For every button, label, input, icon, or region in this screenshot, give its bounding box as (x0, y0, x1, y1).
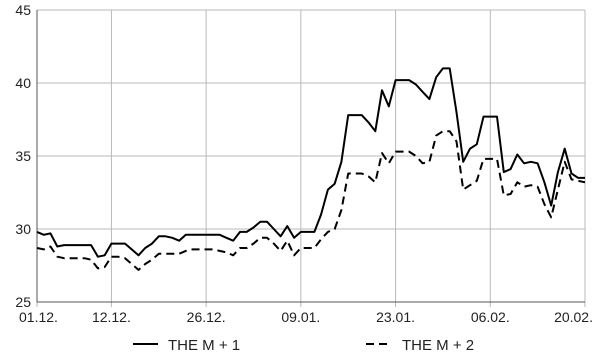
legend: THE M + 1 THE M + 2 (133, 337, 474, 354)
legend-label: THE M + 2 (402, 337, 474, 354)
y-tick-label: 45 (15, 2, 31, 18)
legend-item-series-1: THE M + 1 (133, 337, 240, 354)
x-tick-label: 20.02. (554, 309, 593, 325)
plot-frame (36, 10, 585, 303)
y-axis-tick-labels: 25 30 35 40 45 (15, 2, 31, 310)
y-tick-label: 35 (15, 148, 31, 164)
legend-label: THE M + 1 (168, 337, 240, 354)
x-tick-label: 01.12. (19, 309, 58, 325)
x-axis-tick-labels: 01.12. 12.12. 26.12. 09.01. 23.01. 06.02. 20.0… (19, 309, 593, 325)
y-tick-label: 40 (15, 75, 31, 91)
series-lines (36, 67, 586, 271)
y-tick-label: 25 (15, 294, 31, 310)
y-tick-label: 30 (15, 221, 31, 237)
x-tick-label: 09.01. (281, 309, 320, 325)
x-tick-label: 06.02. (471, 309, 510, 325)
x-tick-label: 12.12. (92, 309, 131, 325)
series-line-1 (36, 67, 585, 258)
legend-item-series-2: THE M + 2 (366, 337, 474, 354)
series-line-2 (36, 130, 586, 271)
x-tick-label: 26.12. (187, 309, 226, 325)
x-tick-label: 23.01. (376, 309, 415, 325)
